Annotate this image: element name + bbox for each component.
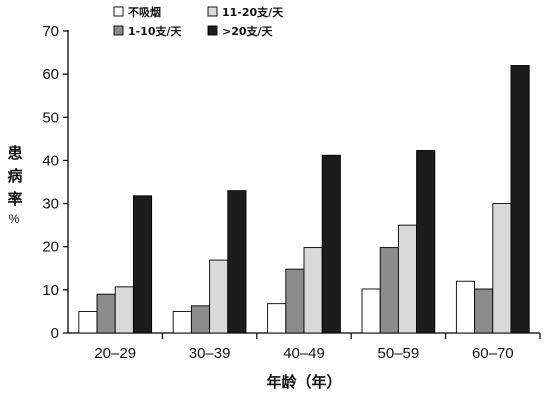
bar [285,268,305,334]
bar [190,305,211,334]
y-tick-label: 10 [42,282,59,299]
bar [172,310,192,334]
y-ticks: 0 10 20 30 40 50 60 70 [42,23,68,342]
x-tick-label: 30–39 [189,345,231,362]
y-tick-label: 40 [42,152,59,169]
legend: 不吸烟 1-10支/天 11-20支/天 >20支/天 [113,5,284,38]
bar [455,280,476,334]
legend-label: 不吸烟 [128,5,161,19]
y-axis-title-char: 率 [7,190,22,208]
y-tick-label: 60 [42,66,59,83]
bars [78,65,530,334]
bar [96,293,116,334]
y-tick-label: 50 [42,109,59,126]
y-tick-label: 30 [42,196,59,213]
x-ticks: 20–29 30–39 40–49 50–59 60–70 [94,333,541,362]
legend-swatch [113,6,124,17]
bar [132,195,153,334]
bar [416,150,436,334]
legend-label: >20支/天 [222,24,274,38]
bar [114,286,134,334]
bar [267,303,287,334]
bar [227,190,247,334]
legend-swatch [207,6,218,17]
x-axis-title: 年龄（年） [266,373,341,391]
bar [379,247,399,334]
y-tick-label: 0 [51,325,59,342]
bar [474,288,494,334]
x-tick-label: 20–29 [94,345,136,362]
bar [209,259,229,334]
x-tick-label: 50–59 [378,345,420,362]
bar [510,65,530,334]
legend-label: 11-20支/天 [222,5,284,19]
y-axis-title-char: 患 [7,144,22,162]
y-tick-label: 70 [42,23,59,40]
legend-swatch [207,25,218,36]
y-tick-label: 20 [42,239,59,256]
bar [78,310,98,334]
legend-swatch [113,25,124,36]
x-tick-label: 40–49 [283,345,325,362]
bar [321,154,341,334]
x-tick-label: 60–70 [472,345,514,362]
bar [303,247,323,334]
bar [361,288,381,334]
y-axis-title: 患病率% [7,144,22,226]
y-axis-title-char: 病 [7,167,22,185]
bar [492,203,512,334]
legend-label: 1-10支/天 [128,24,183,38]
y-axis-title-unit: % [9,212,20,226]
bar [397,224,418,334]
